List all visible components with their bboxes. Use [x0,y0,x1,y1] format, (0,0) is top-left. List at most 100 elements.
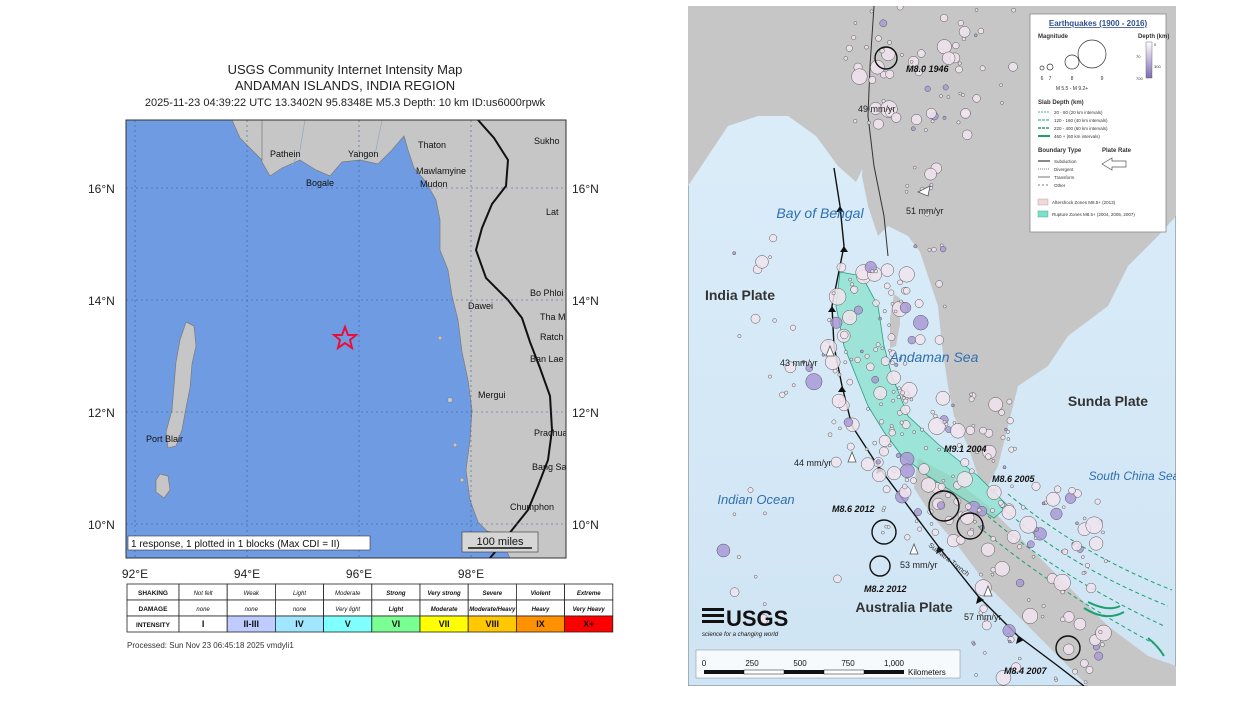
legend-cell-text: VII [439,619,450,629]
earthquake-circle [1002,465,1007,470]
legend-cell-text: Extreme [577,591,601,597]
earthquake-circle [937,501,946,510]
map-frame [125,119,567,559]
earthquake-circle [957,61,962,66]
earthquake-circle [879,48,885,54]
earthquake-circle [899,302,912,314]
earthquake-circle [1053,573,1071,592]
earthquake-circle [972,642,976,646]
earthquake-circle [1017,656,1022,661]
earthquake-circle [958,91,963,96]
slab-item: 220 - 400 (60 km intervals) [1054,126,1108,131]
earthquake-circle [887,466,902,481]
earthquake-circle [909,397,914,402]
earthquake-circle [1031,555,1036,559]
plate-rate-heading: Plate Rate [1102,148,1132,154]
earthquake-circle [943,304,947,309]
earthquake-circle [1010,662,1022,673]
earthquake-circle [768,255,772,259]
intensity-map-panel: USGS Community Internet Intensity Map AN… [88,62,614,650]
boundary-heading: Boundary Type [1038,148,1082,154]
earthquake-circle [973,33,978,38]
earthquake-circle [1041,501,1046,506]
earthquake-circle [990,508,995,513]
earthquake-circle [898,357,903,361]
place-label: Bogale [306,178,334,188]
rate-label: 53 mm/yr [900,560,938,570]
land-india [688,6,888,186]
earthquake-circle [879,19,888,28]
magnitude-value: 8 [1071,76,1074,82]
earthquake-circle [930,119,935,124]
river [291,120,306,167]
earthquake-circle [901,396,906,400]
place-label: Sukho [534,136,560,146]
map-event-info: 2025-11-23 04:39:22 UTC 13.3402N 95.8348… [145,97,546,109]
earthquake-circle [882,309,887,314]
earthquake-circle [846,378,854,386]
earthquake-circle [828,288,847,306]
earthquake-circle [913,315,929,331]
earthquake-circle [917,49,926,58]
earthquake-circle [939,245,947,253]
earthquake-circle [870,59,885,75]
earthquake-circle [951,474,955,479]
earthquake-circle [1053,485,1062,493]
place-label: Pathein [270,149,301,159]
earthquake-circle [905,183,910,188]
slab-item: 460 + (60 km intervals) [1054,134,1100,139]
earthquake-circle [879,446,889,457]
place-label: Tha M [540,312,566,322]
legend-row-label: SHAKING [138,590,168,597]
earthquake-circle [933,413,938,419]
earthquake-circle [957,442,962,448]
earthquake-circle [904,190,909,194]
earthquake-circle [937,482,946,491]
earthquake-circle [974,673,978,677]
place-label: Bo Phloi [530,288,564,298]
earthquake-circle [986,484,1002,500]
place-label: Mergui [478,390,506,400]
earthquake-circle [791,383,796,388]
legend-cell-text: Heavy [532,607,550,613]
earthquake-circle [907,335,916,345]
earthquake-circle [904,477,910,483]
earthquake-circle [732,251,737,256]
earthquake-circle [875,342,881,347]
earthquake-circle [950,423,966,439]
earthquake-circle [849,357,854,362]
event-label: M8.6 2005 [992,474,1036,484]
earthquake-circle [750,313,761,324]
earthquake-circle [985,453,992,460]
earthquake-circle [968,396,975,403]
boundary-item: Transform [1054,175,1075,180]
plate-rate-arrows [825,185,993,597]
earthquake-circle [931,528,939,536]
legend-cell-text: VIII [486,619,500,629]
earthquake-circle [729,587,740,597]
rupture-zone [835,271,1009,519]
earthquake-circle [965,503,972,510]
rate-label: 57 mm/yr [964,612,1002,622]
earthquake-circle [772,318,777,323]
earthquake-circle [885,69,895,79]
earthquake-circle [900,404,911,415]
earthquake-circle [975,450,979,455]
earthquake-circle [886,370,901,385]
earthquake-circle [942,84,949,91]
plate-label: Sunda Plate [1068,393,1148,409]
legend-cell-text: none [293,607,307,613]
earthquake-circle [1050,507,1063,520]
legend-cell-text: V [345,619,351,629]
earthquake-circle [851,35,857,41]
depth-value: 700 [1136,76,1143,81]
earthquake-circle [868,76,877,84]
response-note-box [127,535,371,551]
depth-heading: Depth (km) [1138,34,1169,40]
legend-row-label: INTENSITY [136,622,171,629]
earthquake-circle [887,323,891,327]
earthquake-circle [983,651,987,655]
earthquake-circle [956,471,973,488]
earthquake-circle [910,126,916,132]
legend-cell-text: I [202,619,205,629]
